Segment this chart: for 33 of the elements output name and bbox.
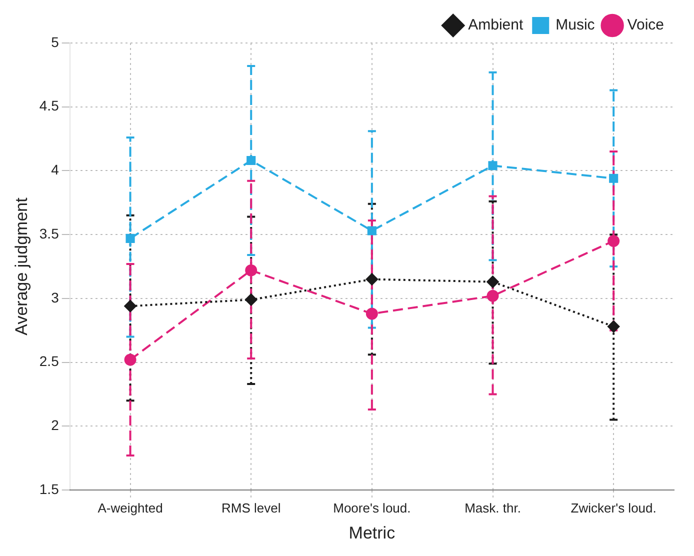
point (608, 320, 620, 333)
point (124, 354, 136, 366)
x-tick-label: RMS level (221, 500, 281, 516)
point (366, 308, 378, 320)
point (245, 264, 258, 276)
legend-label: Voice (627, 16, 664, 34)
y-tick-label: 4.5 (39, 98, 60, 114)
point (488, 161, 498, 170)
point (126, 234, 135, 243)
x-tick-label: Moore's loud. (333, 500, 411, 516)
point (124, 300, 136, 312)
point (366, 273, 378, 286)
point (245, 294, 258, 306)
y-tick-label: 4 (51, 162, 60, 178)
x-tick-label: Zwicker's loud. (570, 500, 656, 516)
point (608, 234, 620, 247)
y-tick-label: 5 (51, 34, 60, 50)
x-tick-label: Mask. thr. (464, 500, 521, 516)
y-tick-label: 2 (51, 417, 60, 433)
point (609, 174, 618, 183)
legend-label: Ambient (468, 16, 524, 34)
y-tick-label: 1.5 (39, 480, 60, 497)
y-axis-title: Average judgment (12, 197, 31, 336)
point (246, 156, 256, 166)
point (486, 276, 499, 288)
y-tick-label: 3 (51, 289, 60, 306)
y-tick-label: 3.5 (39, 225, 60, 242)
x-tick-label: A-weighted (98, 500, 163, 516)
legend-label: Music (556, 16, 596, 34)
point (367, 226, 376, 236)
point (486, 290, 499, 302)
y-tick-label: 2.5 (39, 353, 60, 370)
x-axis-title: Metric (348, 523, 396, 542)
